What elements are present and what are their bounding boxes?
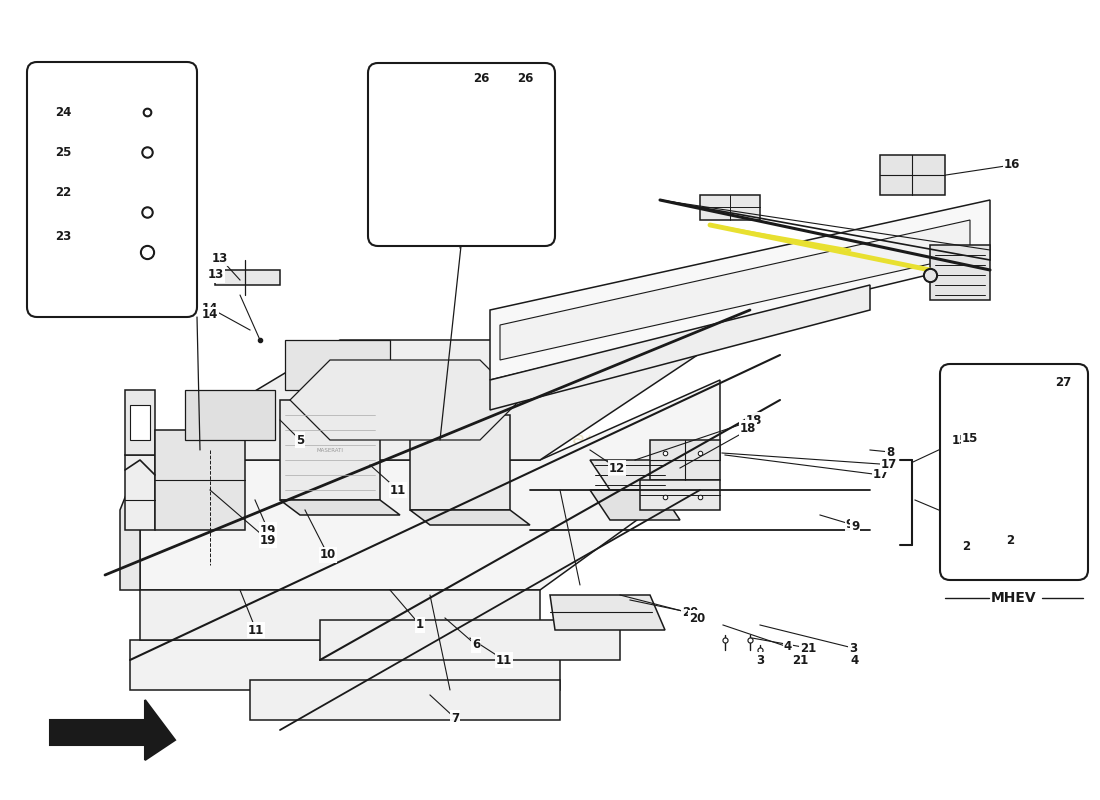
Polygon shape [140, 380, 720, 590]
Polygon shape [280, 400, 380, 500]
Text: 6: 6 [472, 638, 480, 651]
Text: MASERATI: MASERATI [317, 447, 343, 453]
Text: 14: 14 [201, 309, 218, 322]
Text: 10: 10 [320, 549, 337, 562]
Polygon shape [50, 700, 175, 760]
Polygon shape [250, 680, 560, 720]
Polygon shape [125, 390, 155, 455]
Text: 21: 21 [792, 654, 808, 666]
Text: 20: 20 [689, 611, 705, 625]
Polygon shape [185, 390, 275, 440]
Text: 23: 23 [55, 230, 72, 243]
Text: 5: 5 [296, 434, 304, 446]
Polygon shape [650, 440, 721, 480]
Text: 27: 27 [1055, 375, 1071, 389]
Text: 9: 9 [851, 521, 859, 534]
Text: 11: 11 [496, 654, 513, 666]
Text: 12: 12 [609, 462, 625, 474]
Text: 17: 17 [881, 458, 898, 470]
Text: 8: 8 [886, 446, 894, 458]
Polygon shape [490, 200, 990, 380]
Text: 4: 4 [851, 654, 859, 666]
Polygon shape [320, 620, 620, 660]
Text: 18: 18 [740, 422, 756, 434]
Polygon shape [433, 143, 488, 198]
Text: 16: 16 [1004, 158, 1020, 171]
Text: 13: 13 [208, 269, 224, 282]
Polygon shape [290, 360, 520, 440]
Polygon shape [700, 195, 760, 220]
Text: 25: 25 [55, 146, 72, 158]
Polygon shape [490, 285, 870, 410]
Polygon shape [155, 430, 245, 530]
Polygon shape [930, 245, 990, 300]
Text: 17: 17 [873, 469, 889, 482]
Polygon shape [500, 220, 970, 360]
Text: 15: 15 [962, 431, 978, 445]
Text: 26: 26 [517, 71, 534, 85]
Polygon shape [280, 500, 400, 515]
Text: 2: 2 [1005, 534, 1014, 546]
Text: 21: 21 [800, 642, 816, 654]
Polygon shape [410, 415, 510, 510]
Polygon shape [950, 374, 1078, 550]
Text: 11: 11 [248, 623, 264, 637]
Text: 9: 9 [846, 518, 854, 530]
Polygon shape [960, 384, 1068, 464]
Text: 26: 26 [473, 71, 490, 85]
Text: 11: 11 [389, 483, 406, 497]
Polygon shape [140, 590, 540, 640]
Polygon shape [590, 460, 680, 490]
Polygon shape [214, 270, 280, 285]
Text: 1: 1 [416, 618, 425, 631]
Text: 15: 15 [952, 434, 968, 446]
Polygon shape [126, 172, 167, 202]
Text: 3: 3 [849, 642, 857, 654]
Polygon shape [640, 480, 720, 510]
Polygon shape [285, 340, 390, 390]
Polygon shape [140, 340, 720, 460]
Polygon shape [120, 460, 140, 590]
Text: 24: 24 [55, 106, 72, 118]
Polygon shape [550, 595, 666, 630]
Text: 20: 20 [682, 606, 698, 619]
Polygon shape [130, 640, 560, 690]
Text: 4: 4 [784, 641, 792, 654]
Polygon shape [398, 108, 538, 123]
Text: a passion for Maserati since 1985: a passion for Maserati since 1985 [403, 374, 697, 486]
Polygon shape [443, 175, 478, 190]
Text: 3: 3 [756, 654, 764, 666]
Text: MHEV: MHEV [991, 591, 1037, 605]
Polygon shape [880, 155, 945, 195]
Text: 22: 22 [55, 186, 72, 198]
Text: 13: 13 [212, 251, 228, 265]
Text: 19: 19 [260, 534, 276, 546]
Text: 18: 18 [746, 414, 762, 426]
Polygon shape [410, 510, 530, 525]
FancyBboxPatch shape [368, 63, 556, 246]
Polygon shape [950, 464, 1078, 550]
Polygon shape [1068, 384, 1080, 479]
Polygon shape [590, 490, 680, 520]
Polygon shape [443, 151, 478, 165]
FancyBboxPatch shape [940, 364, 1088, 580]
Polygon shape [125, 455, 155, 530]
Polygon shape [130, 405, 150, 440]
FancyBboxPatch shape [28, 62, 197, 317]
Text: 2: 2 [962, 541, 970, 554]
Text: 14: 14 [201, 302, 218, 314]
Polygon shape [388, 123, 534, 218]
Text: 7: 7 [451, 711, 459, 725]
Text: 19: 19 [260, 523, 276, 537]
